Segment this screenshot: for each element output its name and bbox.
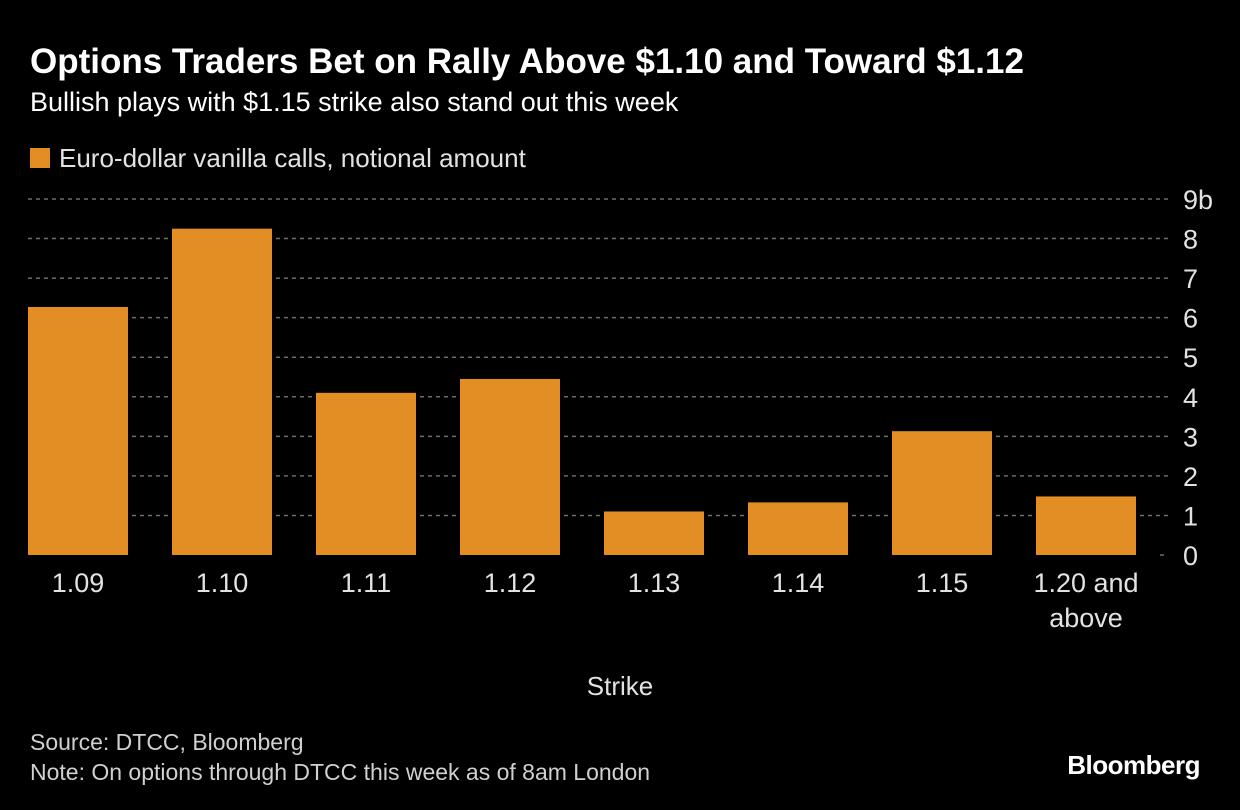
y-tick-label: 5: [1183, 343, 1198, 373]
y-tick-label: 0: [1183, 541, 1198, 571]
legend-label: Euro-dollar vanilla calls, notional amou…: [59, 142, 526, 173]
bar: [748, 502, 848, 555]
x-tick-label: 1.15: [916, 568, 969, 598]
y-tick-label: 6: [1183, 304, 1198, 334]
bar: [460, 378, 560, 555]
bars: [28, 228, 1136, 555]
bar: [1036, 496, 1136, 555]
methodology-note: Note: On options through DTCC this week …: [30, 759, 651, 785]
bar: [28, 306, 128, 555]
chart-legend: Euro-dollar vanilla calls, notional amou…: [30, 141, 526, 175]
legend-swatch: [30, 148, 50, 168]
y-tick-label: 7: [1183, 264, 1198, 294]
y-tick-label: 9b: [1183, 185, 1213, 215]
x-tick-label: 1.11: [341, 568, 392, 598]
x-axis-label: Strike: [587, 671, 653, 701]
x-axis-ticks: 1.09 1.10 1.11 1.12 1.13 1.14 1.15 1.20 and abov…: [52, 568, 1139, 633]
chart-title: Options Traders Bet on Rally Above $1.10…: [30, 42, 1024, 81]
bar: [316, 392, 416, 555]
y-tick-label: 4: [1183, 383, 1198, 413]
x-tick-label: 1.09: [52, 568, 105, 598]
y-tick-label: 2: [1183, 462, 1198, 492]
x-tick-label: 1.10: [196, 568, 249, 598]
y-tick-label: 1: [1183, 501, 1198, 531]
x-tick-label: 1.12: [484, 568, 537, 598]
y-tick-label: 3: [1183, 422, 1198, 452]
bar-chart: 0 1 2 3 4 5 6 7 8 9b 1.09 1.10 1.11 1.12 1.13 1.14 1.15…: [28, 185, 1213, 701]
x-tick-label: 1.20 and above: [1033, 568, 1138, 633]
bar: [604, 511, 704, 555]
bloomberg-logo: Bloomberg: [1067, 750, 1200, 780]
source-note: Source: DTCC, Bloomberg: [30, 729, 304, 755]
x-tick-label: 1.13: [628, 568, 681, 598]
bar: [172, 228, 272, 555]
y-tick-label: 8: [1183, 225, 1198, 255]
x-tick-label: 1.14: [772, 568, 825, 598]
bar: [892, 431, 992, 555]
y-axis-ticks: 0 1 2 3 4 5 6 7 8 9b: [1183, 185, 1213, 571]
chart-subtitle: Bullish plays with $1.15 strike also sta…: [30, 87, 679, 117]
gridlines: [28, 198, 1168, 556]
